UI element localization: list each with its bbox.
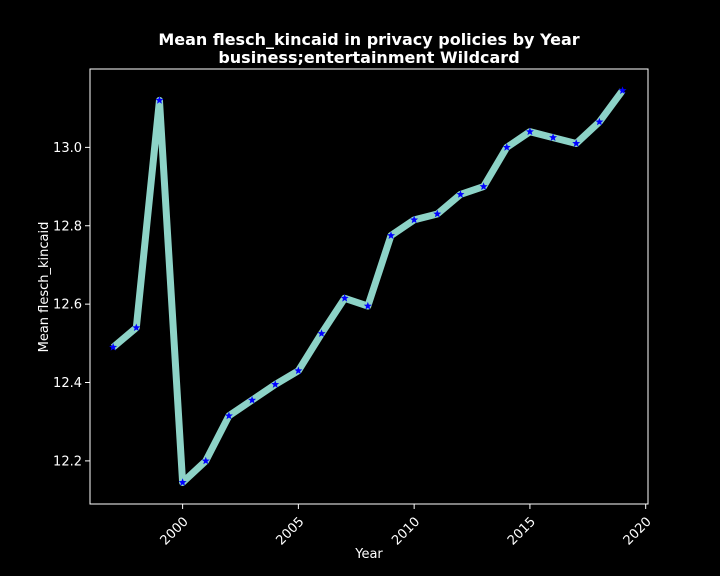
data-point-marker [317, 329, 326, 337]
data-point-marker [410, 215, 419, 224]
data-point-marker [456, 190, 465, 198]
y-axis-label: Mean flesch_kincaid [37, 222, 52, 353]
data-point-marker [340, 294, 349, 302]
data-point-marker [224, 411, 233, 420]
y-axis-ticks: 12.2 12.4 12.6 12.8 13.0 [53, 141, 90, 469]
data-point-marker [502, 143, 511, 151]
series-layer [109, 86, 627, 486]
chart-title-line2: business;entertainment Wildcard [218, 48, 519, 67]
plot-frame [89, 68, 649, 505]
x-axis-label: Year [354, 547, 383, 562]
data-point-marker [433, 209, 442, 218]
data-point-marker [572, 139, 581, 147]
data-point-marker [109, 343, 118, 351]
data-point-marker [155, 96, 164, 104]
data-point-marker [618, 86, 627, 94]
data-point-marker [387, 231, 395, 239]
data-point-marker [525, 127, 534, 136]
data-point-marker [132, 323, 141, 332]
data-point-marker [178, 478, 187, 486]
data-point-marker [595, 117, 604, 126]
data-point-marker [549, 133, 558, 141]
data-point-marker [248, 395, 257, 404]
data-point-marker [363, 301, 372, 310]
data-point-marker [294, 366, 303, 375]
y-tick-label: 12.6 [53, 298, 82, 313]
y-tick-label: 12.2 [53, 454, 82, 469]
y-tick-label: 12.8 [53, 219, 82, 234]
chart-title-line1: Mean flesch_kincaid in privacy policies … [158, 30, 579, 49]
data-point-marker [479, 182, 488, 190]
data-point-marker [201, 456, 210, 465]
y-tick-label: 13.0 [53, 141, 82, 156]
data-point-marker [271, 380, 280, 388]
y-tick-label: 12.4 [53, 376, 82, 391]
